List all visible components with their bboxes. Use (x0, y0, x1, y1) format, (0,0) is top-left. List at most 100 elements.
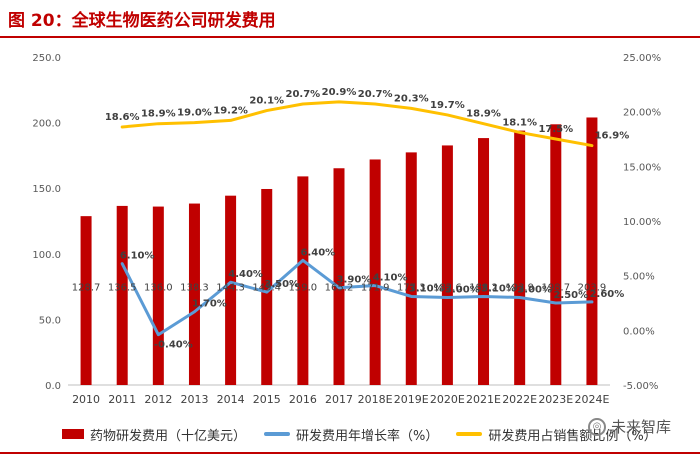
growth-value-label: 3.50% (264, 279, 299, 290)
ratio-value-label: 19.7% (430, 100, 465, 111)
bar-value-label: 193.9 (505, 283, 534, 294)
x-tick-label: 2017 (325, 393, 353, 406)
ratio-value-label: 16.9% (595, 131, 630, 142)
bar-value-label: 203.9 (578, 283, 607, 294)
bar (80, 216, 92, 385)
bar-value-label: 138.3 (180, 283, 209, 294)
growth-value-label: 1.70% (192, 299, 227, 310)
y-left-tick-label: 200.0 (32, 119, 61, 130)
growth-value-label: 3.00% (517, 285, 552, 296)
legend-item-rd-spend: 药物研发费用（十亿美元） (62, 425, 246, 444)
bar (152, 206, 164, 385)
bar-value-label: 128.7 (72, 283, 101, 294)
y-left-tick-label: 50.0 (39, 315, 61, 326)
bar-value-label: 144.3 (216, 283, 245, 294)
bar-value-label: 136.5 (108, 283, 137, 294)
y-left-tick-label: 250.0 (32, 53, 61, 64)
bar-value-label: 188.2 (469, 283, 498, 294)
legend-label-growth: 研发费用年增长率（%） (296, 428, 439, 444)
x-tick-label: 2020E (430, 393, 465, 406)
watermark: ◎ 未来智库 (588, 416, 671, 437)
bar-value-label: 171.9 (361, 283, 390, 294)
bar (297, 176, 309, 385)
legend-swatch-growth (264, 432, 291, 436)
bar-value-label: 159.0 (289, 283, 318, 294)
y-right-tick-label: 0.00% (623, 326, 655, 337)
bar-value-label: 149.4 (252, 283, 281, 294)
x-tick-label: 2023E (538, 393, 573, 406)
bar (261, 188, 273, 385)
ratio-value-label: 18.6% (105, 112, 140, 123)
bar (333, 168, 345, 385)
ratio-value-label: 18.9% (466, 109, 501, 120)
y-right-tick-label: 10.00% (623, 217, 661, 228)
ratio-value-label: 19.0% (177, 108, 212, 119)
y-left-tick-label: 150.0 (32, 184, 61, 195)
bar (116, 205, 128, 385)
growth-value-label: 6.10% (120, 251, 155, 262)
bar (405, 152, 417, 385)
x-tick-label: 2015 (253, 393, 281, 406)
bar-value-label: 136.0 (144, 283, 173, 294)
x-tick-label: 2016 (289, 393, 317, 406)
ratio-series-line (120, 100, 594, 148)
growth-value-label: 3.00% (445, 285, 480, 296)
ratio-value-label: 19.2% (213, 105, 248, 116)
bar (369, 159, 381, 385)
y-right-tick-label: 20.00% (623, 108, 661, 119)
bar (225, 195, 237, 385)
y-right-tick-label: -5.00% (623, 381, 658, 392)
growth-value-label: 4.10% (373, 273, 408, 284)
growth-value-label: 6.40% (301, 247, 336, 258)
ratio-value-label: 18.1% (502, 117, 537, 128)
bar-value-label: 165.2 (325, 283, 354, 294)
bar-value-label: 182.6 (433, 283, 462, 294)
legend-swatch-rd-spend (62, 429, 84, 439)
ratio-value-label: 20.9% (322, 87, 357, 98)
growth-value-label: 3.90% (337, 275, 372, 286)
x-tick-label: 2013 (180, 393, 208, 406)
bar (478, 138, 490, 385)
chart-area: 0.0 50.0 100.0 150.0 200.0 250.0 -5.00% 0.00% 5.… (32, 53, 661, 406)
growth-value-label: 2.60% (590, 289, 625, 300)
wechat-icon: ◎ (588, 417, 606, 436)
bar-value-label: 177.3 (397, 283, 426, 294)
bar-value-label: 198.7 (541, 283, 570, 294)
y-right-tick-label: 5.00% (623, 272, 655, 283)
x-tick-label: 2024E (574, 393, 609, 406)
bar (514, 130, 526, 385)
ratio-value-label: 20.1% (249, 96, 284, 107)
bar (550, 124, 562, 385)
growth-value-label: 3.10% (481, 283, 516, 294)
growth-value-label: 3.10% (409, 283, 444, 294)
bottom-rule (0, 452, 700, 454)
y-left-tick-label: 100.0 (32, 250, 61, 261)
ratio-value-label: 20.7% (358, 89, 393, 100)
y-right-tick-label: 25.00% (623, 53, 661, 64)
ratio-value-label: 20.7% (286, 89, 321, 100)
legend-item-growth: 研发费用年增长率（%） (264, 425, 438, 444)
x-tick-label: 2010 (72, 393, 100, 406)
x-tick-label: 2018E (358, 393, 393, 406)
x-tick-label: 2021E (466, 393, 501, 406)
legend: 药物研发费用（十亿美元） 研发费用年增长率（%） 研发费用占销售额比例（%） (62, 424, 657, 444)
figure-title: 图 20：全球生物医药公司研发费用 (8, 11, 276, 31)
ratio-value-label: 20.3% (394, 93, 429, 104)
x-tick-label: 2022E (502, 393, 537, 406)
bar (586, 117, 598, 385)
bar (441, 145, 453, 385)
growth-value-label: 4.40% (228, 269, 263, 280)
ratio-value-label: 18.9% (141, 109, 176, 120)
y-left-tick-label: 0.0 (45, 381, 61, 392)
x-tick-label: 2019E (394, 393, 429, 406)
growth-value-label: -0.40% (154, 340, 193, 351)
x-tick-label: 2014 (217, 393, 245, 406)
ratio-value-label: 17.5% (538, 124, 573, 135)
legend-swatch-ratio (456, 432, 483, 436)
y-right-tick-label: 15.00% (623, 162, 661, 173)
legend-label-ratio: 研发费用占销售额比例（%） (488, 428, 657, 444)
x-tick-label: 2012 (144, 393, 172, 406)
bar (188, 203, 200, 385)
legend-label-rd-spend: 药物研发费用（十亿美元） (90, 428, 247, 444)
title-bar: 图 20：全球生物医药公司研发费用 (0, 0, 700, 38)
